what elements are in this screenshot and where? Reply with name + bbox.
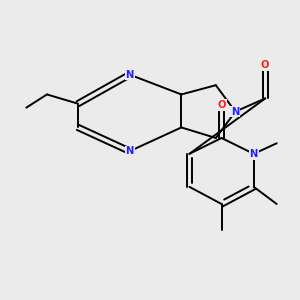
Text: N: N <box>231 106 239 117</box>
Text: N: N <box>125 70 134 80</box>
Text: N: N <box>250 149 258 159</box>
Text: O: O <box>261 60 269 70</box>
Text: O: O <box>217 100 226 110</box>
Text: N: N <box>125 146 134 156</box>
